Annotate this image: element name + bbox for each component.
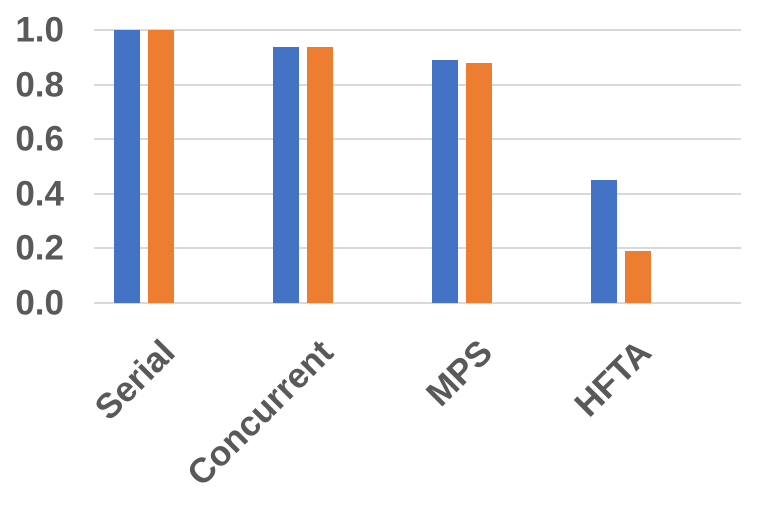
bar-concurrent-orange-series — [307, 47, 333, 303]
gridline-0.8 — [94, 84, 741, 86]
y-tick-label-0.8: 0.8 — [15, 65, 64, 104]
x-tick-label-concurrent: Concurrent — [180, 332, 342, 494]
y-tick-label-0.4: 0.4 — [15, 174, 64, 213]
y-tick-label-0.6: 0.6 — [15, 119, 64, 159]
x-tick-label-mps: MPS — [418, 332, 501, 414]
gridline-1.0 — [94, 29, 741, 31]
bar-hfta-orange-series — [625, 251, 651, 303]
y-tick-label-0.0: 0.0 — [15, 283, 64, 322]
bar-mps-orange-series — [466, 63, 492, 303]
y-tick-label-1.0: 1.0 — [15, 10, 64, 50]
y-tick-label-0.2: 0.2 — [15, 228, 64, 268]
gridline-0.6 — [94, 138, 741, 140]
x-tick-label-serial: Serial — [87, 332, 183, 428]
bar-serial-orange-series — [148, 30, 174, 303]
bar-concurrent-blue-series — [273, 47, 299, 303]
bar-hfta-blue-series — [591, 180, 617, 303]
x-tick-label-hfta: HFTA — [567, 332, 660, 425]
bar-serial-blue-series — [114, 30, 140, 303]
gridline-0.0 — [94, 302, 741, 304]
gridline-0.2 — [94, 247, 741, 249]
gridline-0.4 — [94, 193, 741, 195]
bar-mps-blue-series — [432, 60, 458, 303]
